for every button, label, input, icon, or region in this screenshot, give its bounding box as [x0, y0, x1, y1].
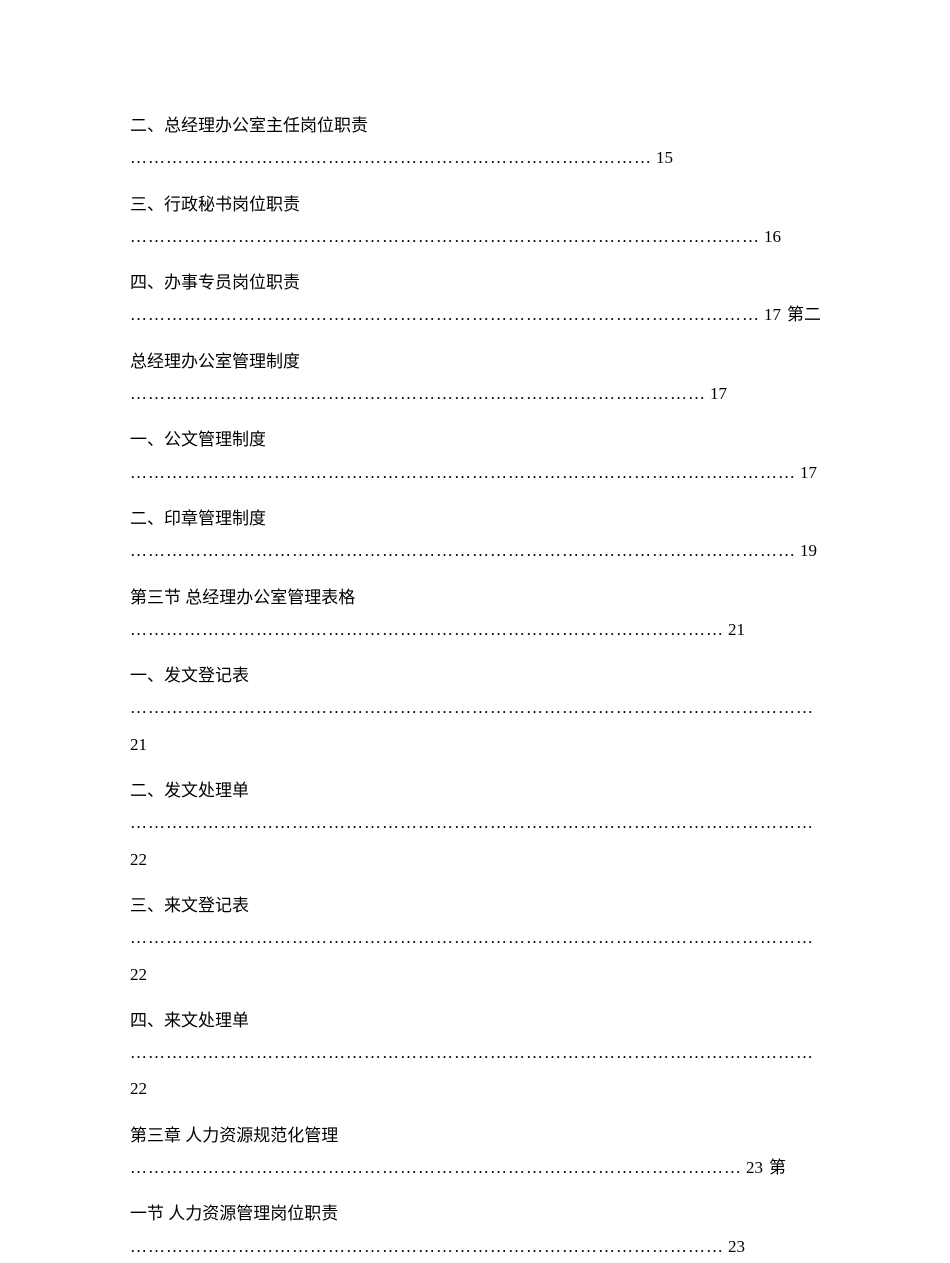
toc-dots: …………………………………………………………………………………………………… [130, 813, 814, 832]
toc-entry: 第三章 人力资源规范化管理………………………………………………………………………… [130, 1120, 820, 1185]
toc-dots: ………………………………………………………………………………………………… [130, 541, 796, 560]
toc-entry: 四、办事专员岗位职责………………………………………………………………………………… [130, 267, 820, 332]
toc-dots: ………………………………………………………………………………………………… [130, 463, 796, 482]
toc-entry: 四、来文处理单 ………………………………………………………………………………………… [130, 1005, 820, 1106]
toc-dots: ……………………………………………………………………………………… [130, 1237, 724, 1256]
toc-entry-title: 三、来文登记表 [130, 890, 820, 922]
toc-page-number: 21 [728, 620, 745, 639]
toc-dots-line: ……………………………………………………………………………………………16 [130, 221, 820, 253]
toc-dots-line: ……………………………………………………………………………………17 [130, 378, 820, 410]
toc-entry-title: 四、办事专员岗位职责 [130, 267, 820, 299]
toc-entry: 二、印章管理制度……………………………………………………………………………………… [130, 503, 820, 568]
toc-page-number: 21 [130, 729, 820, 761]
toc-dots-line: …………………………………………………………………………………………23 第 [130, 1152, 820, 1184]
toc-page-number: 19 [800, 541, 817, 560]
toc-page-number: 17 [710, 384, 727, 403]
toc-dots-line: ……………………………………………………………………………15 [130, 142, 820, 174]
toc-dots: ……………………………………………………………………………………… [130, 620, 724, 639]
toc-dots: …………………………………………………………………………………………………… [130, 698, 814, 717]
toc-dots-line: …………………………………………………………………………………………………19 [130, 535, 820, 567]
toc-entry: 一、发文登记表 ………………………………………………………………………………………… [130, 660, 820, 761]
toc-dots-line: …………………………………………………………………………………………………… [130, 922, 820, 954]
toc-dots-line: …………………………………………………………………………………………………… [130, 1037, 820, 1069]
toc-page-number: 22 [130, 844, 820, 876]
toc-entry-title: 二、发文处理单 [130, 775, 820, 807]
toc-dots: …………………………………………………………………………………………… [130, 305, 760, 324]
toc-entry-title: 一、公文管理制度 [130, 424, 820, 456]
toc-page-number: 17 [800, 463, 817, 482]
toc-entry-title: 三、行政秘书岗位职责 [130, 189, 820, 221]
toc-dots-line: …………………………………………………………………………………………………17 [130, 457, 820, 489]
toc-page-number: 22 [130, 1073, 820, 1105]
toc-page-number: 16 [764, 227, 781, 246]
toc-page-number: 17 [764, 305, 781, 324]
toc-dots: …………………………………………………………………………… [130, 148, 652, 167]
toc-entry: 第三节 总经理办公室管理表格……………………………………………………………………… [130, 582, 820, 647]
toc-trailing-text: 第二节 [787, 305, 820, 324]
toc-entry-title: 第三章 人力资源规范化管理 [130, 1120, 820, 1152]
toc-dots-line: ………………………………………………………………………………………23 [130, 1231, 820, 1263]
toc-dots: …………………………………………………………………………………………………… [130, 928, 814, 947]
toc-content: 二、总经理办公室主任岗位职责……………………………………………………………………… [130, 110, 820, 1263]
toc-entry-title: 二、印章管理制度 [130, 503, 820, 535]
toc-page-number: 15 [656, 148, 673, 167]
toc-entry-title: 第三节 总经理办公室管理表格 [130, 582, 820, 614]
toc-entry: 二、总经理办公室主任岗位职责……………………………………………………………………… [130, 110, 820, 175]
toc-entry: 三、行政秘书岗位职责………………………………………………………………………………… [130, 189, 820, 254]
toc-dots-line: ……………………………………………………………………………………………17 第二节 [130, 299, 820, 331]
toc-dots-line: …………………………………………………………………………………………………… [130, 692, 820, 724]
toc-dots: …………………………………………………………………………………………… [130, 227, 760, 246]
toc-dots: …………………………………………………………………………………… [130, 384, 706, 403]
toc-page-number: 22 [130, 959, 820, 991]
toc-entry-title: 总经理办公室管理制度 [130, 346, 820, 378]
toc-entry: 一、公文管理制度……………………………………………………………………………………… [130, 424, 820, 489]
toc-dots: …………………………………………………………………………………………………… [130, 1043, 814, 1062]
toc-dots-line: …………………………………………………………………………………………………… [130, 807, 820, 839]
toc-trailing-text: 第 [769, 1158, 786, 1177]
toc-entry-title: 四、来文处理单 [130, 1005, 820, 1037]
toc-dots: ………………………………………………………………………………………… [130, 1158, 742, 1177]
toc-entry: 二、发文处理单 ………………………………………………………………………………………… [130, 775, 820, 876]
toc-entry-title: 二、总经理办公室主任岗位职责 [130, 110, 820, 142]
toc-entry-title: 一、发文登记表 [130, 660, 820, 692]
toc-entry: 三、来文登记表 ………………………………………………………………………………………… [130, 890, 820, 991]
toc-dots-line: ………………………………………………………………………………………21 [130, 614, 820, 646]
toc-entry: 总经理办公室管理制度………………………………………………………………………………… [130, 346, 820, 411]
toc-entry-title: 一节 人力资源管理岗位职责 [130, 1198, 820, 1230]
toc-page-number: 23 [746, 1158, 763, 1177]
toc-entry: 一节 人力资源管理岗位职责………………………………………………………………………… [130, 1198, 820, 1263]
toc-page-number: 23 [728, 1237, 745, 1256]
